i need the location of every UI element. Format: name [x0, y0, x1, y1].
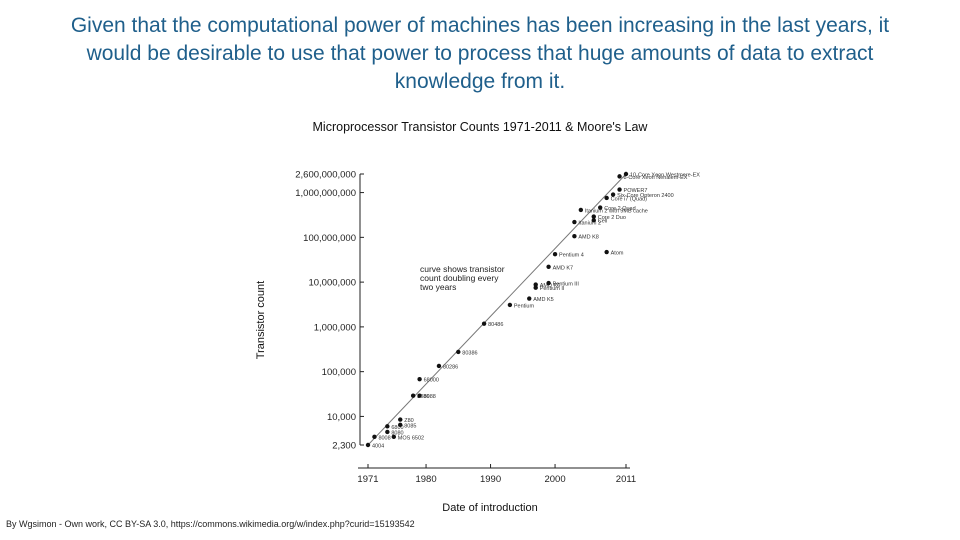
data-point-label: 8088	[424, 394, 436, 400]
image-credit: By Wgsimon - Own work, CC BY-SA 3.0, htt…	[6, 519, 415, 529]
data-point-label: Pentium II	[540, 286, 565, 292]
y-tick-label: 10,000,000	[308, 278, 356, 289]
y-tick-label: 100,000,000	[303, 233, 356, 244]
data-point-label: 8-Core Xeon Nehalem-EX	[624, 175, 688, 181]
slide-heading: Given that the computational power of ma…	[70, 14, 890, 93]
data-point-label: Core 2 Duo	[598, 215, 626, 221]
data-point	[398, 422, 403, 428]
data-point	[572, 234, 577, 239]
data-point	[610, 192, 616, 197]
data-point-label: Pentium III	[553, 282, 580, 288]
trend-line	[367, 173, 627, 446]
data-point	[591, 214, 596, 219]
data-point-label: 10-Core Xeon Westmere-EX	[630, 173, 700, 179]
data-point	[398, 417, 403, 422]
data-point	[546, 264, 551, 269]
data-point	[456, 349, 461, 355]
trend-label: curve shows transistor count doubling eve…	[420, 264, 505, 292]
y-tick-label: 2,300	[332, 441, 356, 452]
data-point-label: AMD K6	[540, 283, 560, 289]
data-point	[372, 434, 377, 440]
trend-group: curve shows transistor count doubling eve…	[367, 173, 627, 446]
data-point	[623, 171, 629, 177]
data-point	[417, 376, 422, 382]
data-point-label: 80486	[488, 322, 503, 328]
data-point-label: AMD K5	[533, 297, 553, 303]
y-axis-label: Transistor count	[255, 281, 267, 359]
x-tick-label: 2011	[616, 474, 636, 485]
x-tick-label: 2000	[544, 474, 565, 485]
data-point-label: 8086	[417, 394, 429, 400]
data-point-label: 68000	[424, 378, 439, 384]
data-point	[546, 280, 551, 286]
data-point	[578, 207, 584, 213]
data-point	[617, 174, 622, 179]
data-point	[617, 187, 622, 192]
y-tick-label: 2,600,000,000	[295, 170, 356, 181]
x-ticks: 1971 1980 1990 2000 2011	[357, 464, 636, 485]
x-tick-label: 1990	[480, 474, 501, 485]
data-point-label: POWER7	[624, 188, 648, 194]
data-point-label: Z80	[404, 418, 413, 424]
data-point	[598, 205, 603, 210]
data-point-label: Pentium 4	[559, 253, 584, 259]
y-tick-label: 100,000	[322, 367, 356, 378]
data-point	[417, 393, 422, 398]
x-axis-label: Date of introduction	[442, 502, 537, 514]
data-point-label: 4004	[372, 444, 384, 450]
y-tick-label: 1,000,000	[314, 322, 356, 333]
chart-title: Microprocessor Transistor Counts 1971-20…	[313, 120, 649, 134]
data-point	[507, 302, 513, 308]
data-point	[365, 442, 371, 448]
y-tick-label: 1,000,000,000	[295, 188, 356, 199]
x-tick-label: 1980	[415, 474, 436, 485]
y-ticks: 2,300 10,000 100,000 1,000,000 10,000,000 100…	[295, 170, 364, 452]
moores-law-chart: Microprocessor Transistor Counts 1971-20…	[255, 120, 700, 514]
data-point-label: Itanium 2 with 9MB cache	[585, 208, 648, 214]
data-point	[481, 321, 487, 326]
data-point	[385, 424, 390, 429]
data-point	[527, 296, 532, 301]
data-point-label: 8080	[391, 430, 403, 436]
data-point	[604, 195, 609, 201]
data-point-label: Itanium 2	[578, 221, 601, 227]
data-point	[533, 285, 538, 290]
data-point	[436, 363, 442, 369]
data-point	[410, 393, 416, 398]
data-point-label: Core 2 Quad	[604, 206, 636, 212]
data-point	[591, 218, 596, 223]
data-point	[391, 434, 396, 440]
data-point-label: Cell	[598, 219, 607, 225]
data-point-label: 8085	[404, 423, 416, 429]
x-tick-label: 1971	[357, 474, 378, 485]
data-point-label: MOS 6502	[398, 435, 424, 441]
data-point-label: 8008	[378, 435, 390, 441]
data-point	[604, 249, 609, 255]
data-point	[552, 252, 558, 257]
data-point-label: Atom	[611, 251, 624, 257]
data-point-label: Core i7 (Quad)	[611, 196, 648, 202]
data-point-label: Six-Core Opteron 2400	[617, 193, 674, 199]
data-point-label: 6800	[391, 425, 403, 431]
data-point-label: AMD K7	[553, 265, 573, 271]
data-point-label: 80386	[462, 350, 477, 356]
data-point-label: 80286	[443, 364, 458, 370]
data-point	[533, 282, 538, 287]
data-point-label: Pentium	[514, 303, 535, 309]
y-tick-label: 10,000	[327, 412, 356, 423]
data-point	[385, 429, 390, 435]
data-point-label: AMD K8	[578, 235, 598, 241]
data-point	[572, 219, 577, 225]
